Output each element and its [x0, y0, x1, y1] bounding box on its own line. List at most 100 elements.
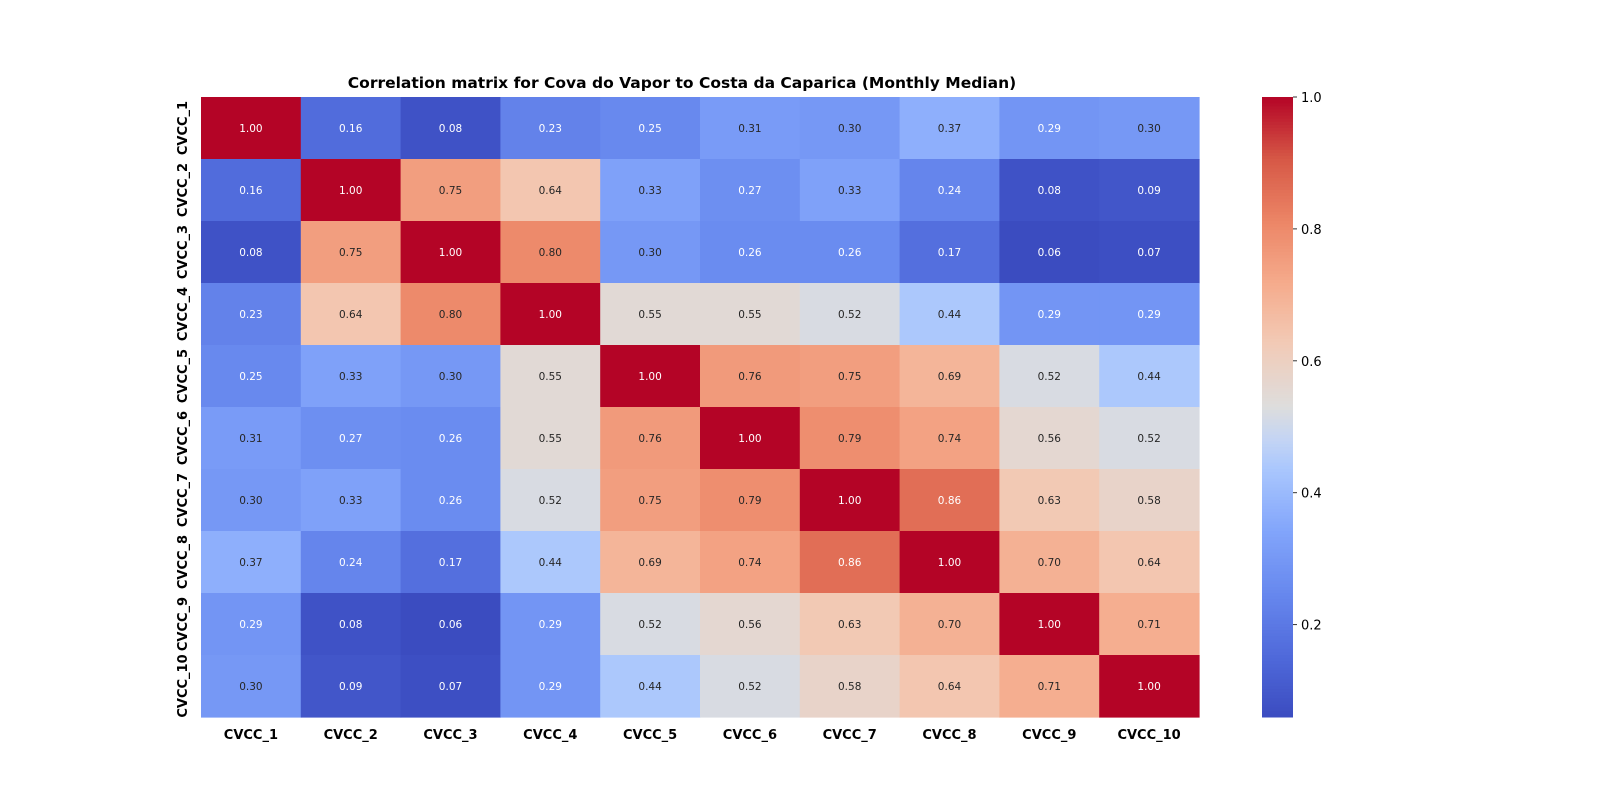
cell-value-label: 0.75	[439, 185, 462, 197]
heatmap-cell	[400, 159, 501, 222]
colorbar-segment	[1262, 242, 1293, 247]
heatmap-cell	[700, 469, 801, 532]
colorbar-segment	[1262, 478, 1293, 482]
cell-value-label: 0.75	[339, 247, 362, 259]
cell-value-label: 0.37	[938, 123, 961, 135]
cell-value-label: 0.44	[539, 557, 563, 569]
colorbar-segment	[1262, 710, 1293, 715]
cell-value-label: 0.52	[838, 309, 861, 321]
cell-value-label: 1.00	[938, 557, 961, 569]
heatmap-cell	[300, 469, 402, 532]
colorbar-segment	[1262, 633, 1293, 637]
heatmap-cell	[300, 97, 402, 160]
x-tick-label: CVCC_2	[324, 728, 378, 743]
heatmap-cell	[799, 655, 901, 718]
cell-value-label: 0.17	[938, 247, 961, 259]
x-tick-label: CVCC_5	[623, 728, 677, 743]
cell-value-label: 0.75	[638, 495, 661, 507]
colorbar-segment	[1262, 679, 1293, 684]
colorbar-segment	[1262, 527, 1293, 532]
colorbar-segment	[1262, 571, 1293, 575]
colorbar-segment	[1262, 227, 1293, 231]
colorbar-segment	[1262, 193, 1293, 197]
colorbar-segment	[1262, 400, 1293, 405]
heatmap-cell	[500, 655, 601, 718]
colorbar-segment	[1262, 515, 1293, 520]
colorbar-segment	[1262, 360, 1293, 365]
heatmap-cell	[700, 159, 801, 222]
colorbar-segment	[1262, 379, 1293, 383]
x-tick-label: CVCC_9	[1022, 728, 1076, 743]
colorbar-segment	[1262, 304, 1293, 309]
cell-value-label: 0.52	[638, 619, 661, 631]
colorbar-tick-label: 0.6	[1301, 355, 1322, 370]
cell-value-label: 0.09	[339, 681, 362, 693]
colorbar-segment	[1262, 196, 1293, 200]
colorbar-segment	[1262, 171, 1293, 175]
colorbar-segment	[1262, 323, 1293, 327]
colorbar-segment	[1262, 481, 1293, 485]
colorbar-segment	[1262, 565, 1293, 569]
colorbar-segment	[1262, 295, 1293, 299]
heatmap-cell	[899, 407, 1000, 470]
heatmap-cell	[1099, 221, 1200, 284]
colorbar-segment	[1262, 264, 1293, 268]
cell-value-label: 0.70	[1038, 557, 1061, 569]
colorbar-segment	[1262, 137, 1293, 141]
y-tick-labels: CVCC_1 CVCC_2 CVCC_3 CVCC_4 CVCC_5 CVCC_6 CVCC…	[176, 101, 191, 718]
colorbar-tick-label: 0.8	[1301, 223, 1322, 238]
heatmap-cell	[400, 345, 501, 408]
colorbar-segment	[1262, 422, 1293, 427]
colorbar-tick-label: 1.0	[1301, 91, 1322, 106]
cell-value-label: 1.00	[439, 247, 462, 259]
colorbar-segment	[1262, 106, 1293, 110]
heatmap-cell	[600, 469, 701, 532]
heatmap-cell	[500, 593, 601, 656]
heatmap-cell	[700, 407, 801, 470]
colorbar-segment	[1262, 97, 1293, 101]
colorbar-segment	[1262, 701, 1293, 706]
cell-value-label: 0.09	[1137, 185, 1160, 197]
colorbar-segment	[1262, 599, 1293, 603]
colorbar-segment	[1262, 152, 1293, 157]
colorbar-segment	[1262, 134, 1293, 138]
colorbar-segment	[1262, 413, 1293, 417]
colorbar-segment	[1262, 128, 1293, 132]
colorbar: 0.2 0.4 0.6 0.8 1.0	[1262, 91, 1322, 718]
heatmap-cell	[600, 221, 701, 284]
colorbar-segment	[1262, 645, 1293, 650]
colorbar-segment	[1262, 357, 1293, 361]
colorbar-segment	[1262, 546, 1293, 551]
heatmap-cell	[899, 655, 1000, 718]
cell-value-label: 0.27	[738, 185, 761, 197]
heatmap-cell	[500, 159, 601, 222]
colorbar-segment	[1262, 115, 1293, 120]
colorbar-segment	[1262, 608, 1293, 613]
cell-value-label: 0.58	[838, 681, 861, 693]
heatmap-cell	[500, 407, 601, 470]
cell-value-label: 0.64	[938, 681, 962, 693]
colorbar-segment	[1262, 431, 1293, 436]
cell-value-label: 0.52	[1137, 433, 1160, 445]
heatmap-cell	[899, 531, 1000, 594]
cell-value-label: 1.00	[339, 185, 362, 197]
heatmap-cell	[300, 531, 402, 594]
cell-value-label: 0.24	[938, 185, 962, 197]
colorbar-segment	[1262, 183, 1293, 188]
heatmap-cell	[201, 593, 302, 656]
cell-value-label: 0.31	[738, 123, 761, 135]
cell-value-label: 0.69	[638, 557, 661, 569]
colorbar-segment	[1262, 583, 1293, 588]
colorbar-segment	[1262, 692, 1293, 696]
colorbar-segment	[1262, 335, 1293, 340]
cell-value-label: 0.71	[1137, 619, 1160, 631]
heatmap-cell	[899, 221, 1000, 284]
cell-value-label: 0.55	[539, 433, 562, 445]
heatmap-cell	[799, 221, 901, 284]
colorbar-tick-label: 0.2	[1301, 619, 1322, 634]
colorbar-segment	[1262, 639, 1293, 644]
heatmap-cell	[1099, 531, 1200, 594]
cell-value-label: 0.27	[339, 433, 362, 445]
heatmap-cell	[999, 97, 1100, 160]
cell-value-label: 0.26	[738, 247, 762, 259]
